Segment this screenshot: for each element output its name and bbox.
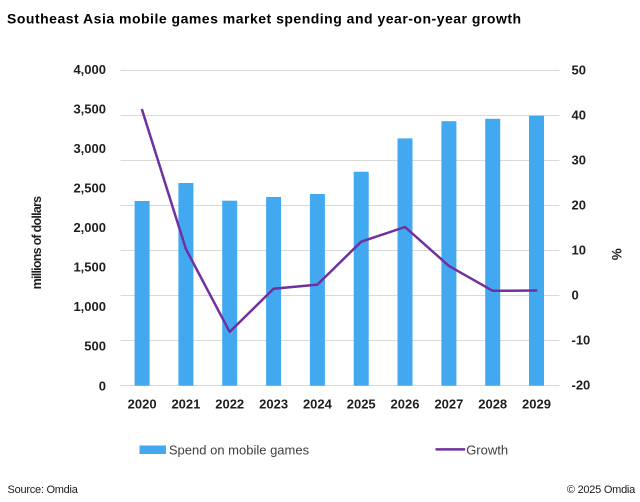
svg-text:2027: 2027 <box>434 397 463 412</box>
svg-text:Southeast Asia mobile games ma: Southeast Asia mobile games market spend… <box>7 11 522 27</box>
svg-text:Growth: Growth <box>466 443 508 458</box>
svg-text:millions of dollars: millions of dollars <box>30 196 44 290</box>
svg-text:2028: 2028 <box>478 397 507 412</box>
svg-text:2029: 2029 <box>522 397 551 412</box>
svg-text:Spend on mobile games: Spend on mobile games <box>169 443 310 458</box>
svg-text:%: % <box>609 248 624 260</box>
svg-text:2024: 2024 <box>303 397 333 412</box>
svg-text:Source: Omdia: Source: Omdia <box>8 484 79 496</box>
svg-text:2020: 2020 <box>128 397 157 412</box>
svg-text:10: 10 <box>572 243 586 258</box>
svg-text:-20: -20 <box>572 378 591 393</box>
svg-text:40: 40 <box>572 108 586 123</box>
svg-text:0: 0 <box>99 378 106 393</box>
svg-text:2025: 2025 <box>347 397 376 412</box>
svg-text:1,000: 1,000 <box>73 299 106 314</box>
svg-text:30: 30 <box>572 153 586 168</box>
svg-text:© 2025 Omdia: © 2025 Omdia <box>567 484 636 496</box>
svg-text:2023: 2023 <box>259 397 288 412</box>
svg-text:2,500: 2,500 <box>73 181 106 196</box>
svg-text:-10: -10 <box>572 333 591 348</box>
svg-text:500: 500 <box>84 339 106 354</box>
svg-text:2026: 2026 <box>391 397 420 412</box>
svg-text:0: 0 <box>572 288 579 303</box>
svg-text:3,500: 3,500 <box>73 101 106 116</box>
svg-text:20: 20 <box>572 198 586 213</box>
svg-text:1,500: 1,500 <box>73 260 106 275</box>
svg-text:2021: 2021 <box>171 397 200 412</box>
svg-text:50: 50 <box>572 63 586 78</box>
svg-text:4,000: 4,000 <box>73 62 106 77</box>
svg-text:3,000: 3,000 <box>73 141 106 156</box>
svg-text:2,000: 2,000 <box>73 220 106 235</box>
svg-text:2022: 2022 <box>215 397 244 412</box>
